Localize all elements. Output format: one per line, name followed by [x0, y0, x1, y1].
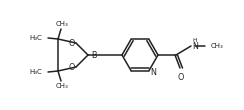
Text: CH₃: CH₃ — [56, 83, 68, 89]
Text: CH₃: CH₃ — [56, 21, 68, 27]
Text: H: H — [192, 38, 196, 42]
Text: N: N — [192, 41, 198, 50]
Text: O: O — [69, 62, 75, 72]
Text: N: N — [150, 68, 156, 77]
Text: H₃C: H₃C — [30, 35, 42, 41]
Text: O: O — [178, 73, 184, 82]
Text: B: B — [92, 50, 97, 60]
Text: H₃C: H₃C — [30, 69, 42, 75]
Text: CH₃: CH₃ — [211, 43, 224, 49]
Text: O: O — [69, 38, 75, 48]
